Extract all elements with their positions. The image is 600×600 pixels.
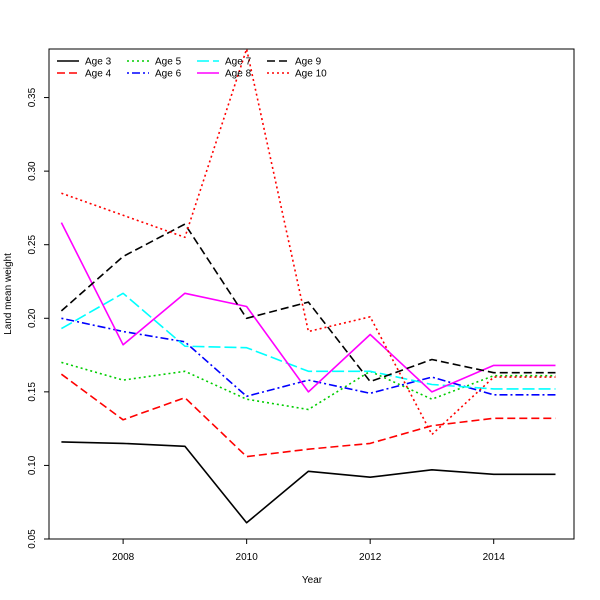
x-tick-label: 2014 (483, 552, 506, 563)
x-tick-label: 2012 (359, 552, 382, 563)
legend-label: Age 7 (225, 57, 252, 68)
y-tick-label: 0.25 (27, 235, 38, 255)
series-line-age-10 (61, 48, 556, 436)
plot-frame (48, 48, 575, 540)
legend-label: Age 4 (85, 69, 112, 80)
x-tick-label: 2008 (112, 552, 135, 563)
y-tick-label: 0.15 (27, 382, 38, 402)
legend-label: Age 5 (155, 57, 182, 68)
legend-label: Age 6 (155, 69, 182, 80)
series-line-age-7 (61, 292, 556, 390)
series-line-age-9 (60, 223, 556, 383)
y-axis-title: Land mean weight (3, 253, 14, 335)
series-line-age-8 (60, 222, 556, 393)
series-line-age-4 (60, 373, 556, 458)
series-line-age-3 (61, 441, 556, 524)
series-line-age-6 (61, 317, 556, 398)
series-layer (60, 48, 556, 524)
series-line-age-5 (61, 361, 556, 411)
x-axis-title: Year (302, 575, 323, 586)
y-tick-label: 0.30 (27, 161, 38, 181)
legend-label: Age 3 (85, 57, 112, 68)
y-tick-label: 0.20 (27, 308, 38, 328)
legend-label: Age 8 (225, 69, 252, 80)
legend-label: Age 10 (295, 69, 327, 80)
y-tick-label: 0.35 (27, 87, 38, 107)
y-tick-label: 0.10 (27, 455, 38, 475)
y-tick-label: 0.05 (27, 529, 38, 549)
x-axis: 2008 2010 2012 2014 (112, 539, 505, 563)
x-tick-label: 2010 (236, 552, 259, 563)
legend-label: Age 9 (295, 57, 322, 68)
y-axis: 0.05 0.10 0.15 0.20 0.25 0.30 0.35 (27, 87, 49, 549)
